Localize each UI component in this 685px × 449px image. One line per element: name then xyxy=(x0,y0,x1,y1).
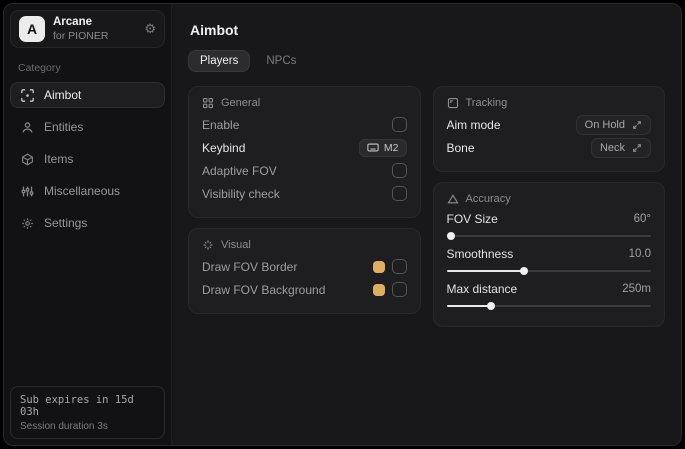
color-swatch[interactable] xyxy=(372,283,385,296)
cube-icon xyxy=(20,152,35,167)
fov-background-checkbox[interactable] xyxy=(391,282,407,297)
max-distance-slider[interactable] xyxy=(446,302,651,310)
sidebar-item-miscellaneous[interactable]: Miscellaneous xyxy=(10,178,165,204)
slider-fov-size: FOV Size 60° xyxy=(446,209,651,240)
aim-mode-dropdown[interactable]: On Hold xyxy=(575,114,651,135)
panel-title: Accuracy xyxy=(465,193,511,205)
setting-label: Adaptive FOV xyxy=(202,163,277,178)
sub-expiry-text: Sub expires in 15d 03h xyxy=(20,394,134,418)
frame-corner-icon xyxy=(447,97,458,109)
tab-bar: Players NPCs xyxy=(188,50,665,72)
sidebar-item-label: Settings xyxy=(44,216,88,230)
keyboard-icon xyxy=(367,143,379,152)
settings-gear-icon[interactable]: ⚙ xyxy=(144,21,156,36)
panel-visual-header: Visual xyxy=(202,239,407,251)
sidebar-item-items[interactable]: Items xyxy=(10,146,165,172)
setting-row-fov-border: Draw FOV Border xyxy=(202,255,407,278)
app-subtitle: for PIONER xyxy=(53,29,109,42)
setting-row-visibility-check: Visibility check xyxy=(202,182,407,205)
adaptive-fov-checkbox[interactable] xyxy=(391,163,407,178)
panel-general: General Enable Keybind M2 xyxy=(188,86,421,218)
bone-value: Neck xyxy=(599,141,625,154)
keybind-value: M2 xyxy=(383,141,399,154)
panel-title: Tracking xyxy=(465,97,508,109)
expand-icon xyxy=(633,143,641,152)
person-icon xyxy=(20,120,35,135)
sidebar-item-label: Entities xyxy=(44,120,84,134)
expand-icon xyxy=(633,120,641,129)
panel-general-header: General xyxy=(202,97,407,109)
smoothness-slider[interactable] xyxy=(446,267,651,275)
gear-icon xyxy=(20,216,35,231)
color-swatch[interactable] xyxy=(372,260,385,273)
setting-row-bone: Bone Neck xyxy=(446,136,651,159)
grid-icon xyxy=(202,97,214,109)
subscription-info: Sub expires in 15d 03h Session duration … xyxy=(10,386,165,439)
panel-tracking-header: Tracking xyxy=(447,97,652,109)
slider-thumb[interactable] xyxy=(520,267,529,275)
bone-dropdown[interactable]: Neck xyxy=(590,137,651,158)
panel-title: General xyxy=(221,97,261,109)
sidebar-item-label: Miscellaneous xyxy=(44,184,121,198)
visibility-check-checkbox[interactable] xyxy=(391,186,407,201)
sidebar-nav: Aimbot Entities Items xyxy=(10,82,165,238)
sidebar-header: A Arcane for PIONER ⚙ xyxy=(10,10,165,48)
sidebar-item-entities[interactable]: Entities xyxy=(10,114,165,140)
slider-label: Smoothness xyxy=(446,247,514,261)
panel-visual: Visual Draw FOV Border Draw FOV Backgrou… xyxy=(188,228,421,314)
setting-row-enable: Enable xyxy=(202,113,407,136)
setting-label: Aim mode xyxy=(446,117,501,132)
setting-label: Draw FOV Background xyxy=(202,282,326,297)
setting-label: Draw FOV Border xyxy=(202,259,298,274)
sidebar-item-label: Items xyxy=(44,152,74,166)
page-title: Aimbot xyxy=(190,22,239,38)
main-content: Aimbot Players NPCs General Enable xyxy=(172,4,681,445)
sidebar-item-settings[interactable]: Settings xyxy=(10,210,165,236)
enable-checkbox[interactable] xyxy=(391,117,407,132)
sidebar-item-aimbot[interactable]: Aimbot xyxy=(10,82,165,108)
setting-label: Visibility check xyxy=(202,186,280,201)
sparkle-icon xyxy=(203,240,213,250)
slider-label: Max distance xyxy=(446,282,518,296)
setting-label: Bone xyxy=(446,140,475,155)
setting-label: Enable xyxy=(202,117,240,132)
app-names: Arcane for PIONER xyxy=(53,15,136,43)
app-logo: A xyxy=(19,16,45,42)
fov-border-checkbox[interactable] xyxy=(391,259,407,274)
slider-thumb[interactable] xyxy=(446,232,455,240)
slider-max-distance: Max distance 250m xyxy=(446,279,651,310)
tab-npcs[interactable]: NPCs xyxy=(266,55,297,67)
session-duration-text: Session duration 3s xyxy=(20,421,108,432)
panel-accuracy: Accuracy FOV Size 60° xyxy=(432,182,665,327)
setting-row-fov-background: Draw FOV Background xyxy=(202,278,407,301)
aim-mode-value: On Hold xyxy=(584,118,625,131)
triangle-icon xyxy=(447,194,458,204)
sliders-icon xyxy=(20,184,35,199)
panel-tracking: Tracking Aim mode On Hold Bone xyxy=(432,86,665,172)
panel-title: Visual xyxy=(221,239,251,251)
sidebar-item-label: Aimbot xyxy=(44,88,82,102)
setting-row-keybind: Keybind M2 xyxy=(202,136,407,159)
app-title: Arcane xyxy=(53,16,92,29)
slider-thumb[interactable] xyxy=(487,302,496,310)
panel-accuracy-header: Accuracy xyxy=(447,193,652,205)
category-label: Category xyxy=(18,62,61,74)
setting-row-aim-mode: Aim mode On Hold xyxy=(446,113,651,136)
keybind-button[interactable]: M2 xyxy=(358,138,407,157)
setting-row-adaptive-fov: Adaptive FOV xyxy=(202,159,407,182)
slider-value: 60° xyxy=(633,213,651,225)
tab-players[interactable]: Players xyxy=(188,50,251,72)
sidebar: A Arcane for PIONER ⚙ Category Aimbot xyxy=(4,4,172,445)
crosshair-scan-icon xyxy=(20,88,35,103)
slider-label: FOV Size xyxy=(446,212,498,226)
fov-size-slider[interactable] xyxy=(446,232,651,240)
slider-value: 10.0 xyxy=(628,248,651,260)
slider-value: 250m xyxy=(622,283,651,295)
setting-label: Keybind xyxy=(202,140,246,155)
slider-smoothness: Smoothness 10.0 xyxy=(446,244,651,275)
app-window: A Arcane for PIONER ⚙ Category Aimbot xyxy=(3,3,682,446)
